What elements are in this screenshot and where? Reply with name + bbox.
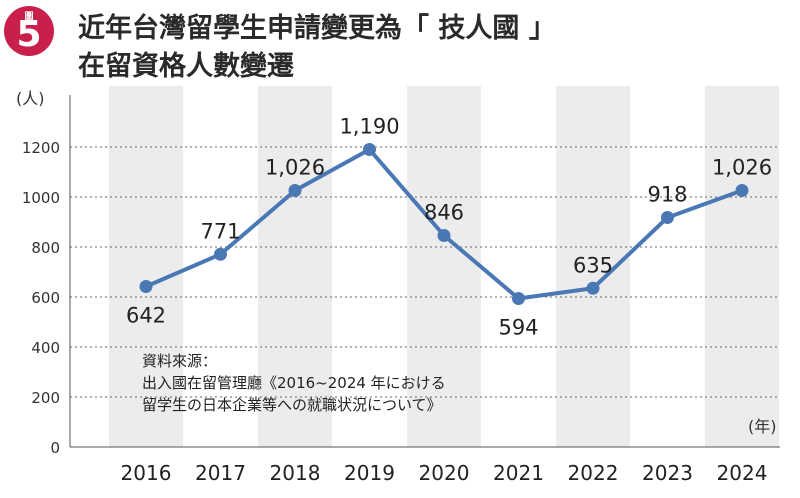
data-label-2023: 918 xyxy=(647,183,687,207)
x-tick-2022: 2022 xyxy=(568,461,619,485)
year-bands xyxy=(109,86,779,447)
data-label-2022: 635 xyxy=(573,253,613,277)
data-point-2017 xyxy=(214,247,227,261)
x-tick-2017: 2017 xyxy=(195,461,246,485)
x-tick-2019: 2019 xyxy=(344,461,395,485)
y-tick-200: 200 xyxy=(31,389,60,407)
source-line-2: 留学生の日本企業等への就職状況について》 xyxy=(142,396,442,414)
x-tick-2018: 2018 xyxy=(270,461,321,485)
data-label-2020: 846 xyxy=(424,201,464,225)
title-line-1: 近年台灣留學生申請變更為「 技人國 」 xyxy=(78,13,556,44)
x-tick-2020: 2020 xyxy=(419,461,470,485)
year-band-2024 xyxy=(705,86,779,447)
title-line-2: 在留資格人數變遷 xyxy=(78,51,294,82)
badge-number: 5 xyxy=(16,14,42,55)
data-label-2021: 594 xyxy=(498,316,538,340)
y-tick-1200: 1200 xyxy=(22,139,60,157)
year-band-2016 xyxy=(109,86,183,447)
data-point-2016 xyxy=(139,280,153,293)
data-label-2019: 1,190 xyxy=(339,115,399,139)
x-tick-2024: 2024 xyxy=(717,461,768,485)
data-point-2022 xyxy=(586,281,600,295)
data-point-2021 xyxy=(512,292,525,305)
data-label-2024: 1,026 xyxy=(712,156,772,180)
source-heading: 資料來源： xyxy=(142,352,218,370)
y-tick-600: 600 xyxy=(31,289,60,307)
x-tick-2023: 2023 xyxy=(642,461,693,485)
data-point-2018 xyxy=(288,184,302,197)
data-points xyxy=(139,143,749,305)
data-point-2024 xyxy=(735,184,749,197)
x-tick-labels: 2016 2017 2018 2019 2020 2021 2022 2023 2024 xyxy=(121,461,768,485)
data-labels: 642 771 1,026 1,190 846 594 635 918 1,026 xyxy=(126,115,772,340)
x-tick-2021: 2021 xyxy=(493,461,544,485)
data-point-2019 xyxy=(363,143,376,156)
gridlines xyxy=(70,146,780,448)
year-band-2018 xyxy=(258,86,332,447)
data-point-2020 xyxy=(437,229,451,242)
x-tick-2016: 2016 xyxy=(121,461,172,485)
y-tick-400: 400 xyxy=(31,339,60,357)
y-tick-800: 800 xyxy=(31,239,60,257)
y-tick-0: 0 xyxy=(50,439,60,457)
figure-badge: 圖 5 xyxy=(4,6,54,56)
source-line-1: 出入國在留管理廳《2016~2024 年における xyxy=(142,374,446,392)
x-unit-label: (年) xyxy=(748,417,777,436)
data-label-2018: 1,026 xyxy=(265,156,325,180)
y-tick-labels: 0 200 400 600 800 1000 1200 xyxy=(22,139,60,457)
y-tick-1000: 1000 xyxy=(22,189,60,207)
source-note: 資料來源： 出入國在留管理廳《2016~2024 年における 留学生の日本企業等… xyxy=(142,350,446,416)
badge-label: 圖 xyxy=(24,12,34,22)
chart-title: 近年台灣留學生申請變更為「 技人國 」 在留資格人數變遷 xyxy=(78,10,778,86)
year-band-2020 xyxy=(407,86,481,447)
y-unit-label: (人) xyxy=(16,89,45,108)
data-label-2016: 642 xyxy=(126,304,166,328)
data-label-2017: 771 xyxy=(200,219,240,243)
data-point-2023 xyxy=(661,211,674,224)
